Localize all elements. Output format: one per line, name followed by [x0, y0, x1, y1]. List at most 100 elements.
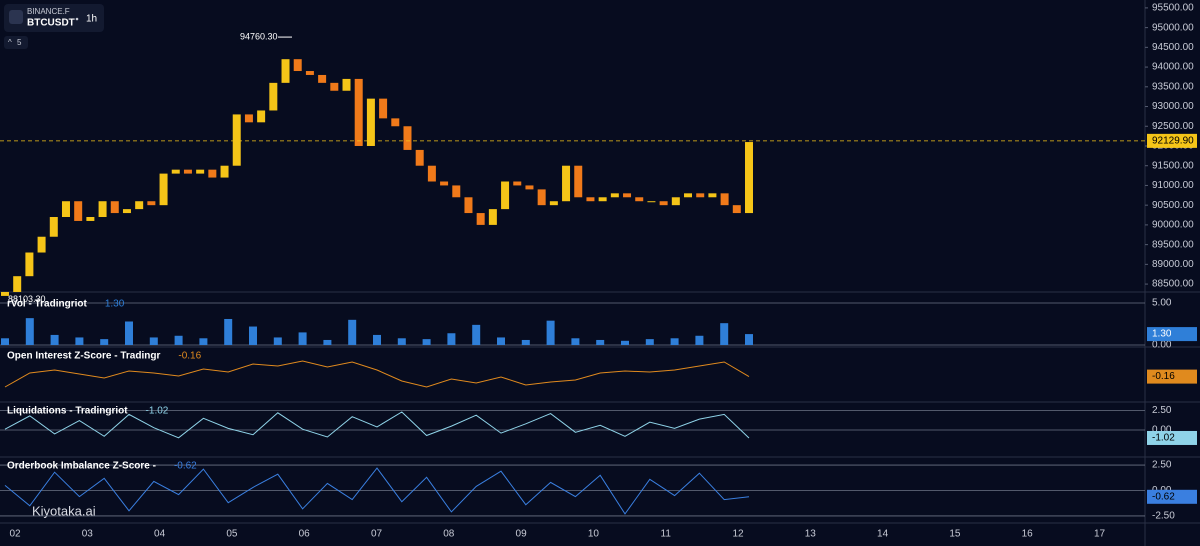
- x-tick-label: 13: [805, 529, 817, 540]
- candle: [659, 201, 668, 206]
- pane-title[interactable]: rVol - Tradingriot: [7, 299, 87, 310]
- bar: [323, 339, 332, 345]
- candle: [610, 193, 619, 198]
- bar: [745, 334, 753, 345]
- candle: [183, 169, 192, 174]
- candle: [147, 201, 156, 206]
- value-badge-label: -1.02: [1152, 433, 1175, 444]
- candle: [257, 110, 266, 123]
- bar: [521, 339, 530, 345]
- x-tick-label: 02: [9, 529, 21, 540]
- candle: [49, 217, 58, 237]
- y-tick-label: 94500.00: [1152, 42, 1194, 53]
- x-tick-label: 04: [154, 529, 166, 540]
- y-tick-label: 93500.00: [1152, 81, 1194, 92]
- candle: [732, 205, 741, 214]
- candle: [171, 169, 180, 174]
- value-badge-label: 1.30: [1152, 329, 1172, 340]
- x-tick-label: 06: [299, 529, 311, 540]
- candle: [671, 197, 680, 206]
- bar: [224, 318, 233, 345]
- bar: [1, 338, 9, 345]
- bar: [50, 334, 59, 345]
- candle: [1, 291, 9, 296]
- bar: [273, 337, 282, 345]
- x-tick-label: 16: [1022, 529, 1034, 540]
- pane-title[interactable]: Open Interest Z-Score - Tradingr: [7, 351, 160, 362]
- pane-value: -1.02: [146, 406, 169, 417]
- bar: [199, 338, 208, 345]
- x-tick-label: 15: [949, 529, 961, 540]
- x-tick-label: 12: [732, 529, 744, 540]
- bar: [497, 337, 505, 345]
- bar: [149, 337, 158, 345]
- indicator-count: 5: [17, 38, 22, 47]
- candle: [708, 193, 717, 198]
- candle: [196, 169, 205, 174]
- y-tick-label: 0.00: [1152, 340, 1172, 351]
- x-tick-label: 11: [661, 529, 672, 540]
- candle: [281, 59, 290, 83]
- candle: [379, 98, 388, 119]
- y-tick-label: 2.50: [1152, 460, 1172, 471]
- toggle-bg: [4, 36, 28, 49]
- series-line: [4, 360, 750, 388]
- candle: [13, 276, 22, 292]
- high-marker-bg: [236, 31, 278, 44]
- y-tick-label: 95500.00: [1152, 3, 1194, 14]
- candle: [391, 118, 400, 127]
- candle: [61, 201, 70, 218]
- candle: [623, 193, 632, 198]
- series-line: [4, 467, 750, 515]
- symbol: BTCUSDT: [27, 18, 75, 29]
- bar: [373, 334, 381, 345]
- bar: [422, 339, 431, 345]
- x-tick-label: 10: [588, 529, 600, 540]
- candle: [305, 71, 314, 75]
- candle: [110, 201, 119, 214]
- pane-value: 1.30: [105, 299, 125, 310]
- bar: [174, 335, 183, 345]
- candle: [562, 165, 571, 202]
- candle: [318, 74, 327, 83]
- candle: [244, 114, 253, 123]
- bar: [670, 338, 679, 345]
- candle: [427, 165, 436, 182]
- exchange: BINANCE.F: [27, 7, 70, 16]
- y-tick-label: 2.50: [1152, 405, 1172, 416]
- value-badge: [1147, 327, 1197, 342]
- price-badge: [1147, 133, 1197, 148]
- candle: [574, 165, 583, 198]
- symbol-box[interactable]: BINANCE.F BTCUSDT 1h: [4, 4, 104, 32]
- candle: [25, 252, 34, 277]
- candle: [745, 142, 753, 214]
- candle: [159, 173, 168, 206]
- y-tick-label: 88500.00: [1152, 279, 1194, 290]
- dot: [75, 17, 79, 21]
- candle: [415, 149, 424, 166]
- bar: [75, 337, 84, 345]
- value-badge: [1147, 489, 1197, 504]
- bar: [348, 319, 357, 345]
- bar: [596, 339, 605, 345]
- pane-title[interactable]: Liquidations - Tradingriot: [7, 406, 128, 417]
- candle: [366, 98, 375, 146]
- candle: [598, 197, 607, 202]
- interval: 1h: [86, 14, 97, 25]
- y-tick-label: 89000.00: [1152, 259, 1194, 270]
- pane-title[interactable]: Orderbook Imbalance Z-Score -: [7, 461, 156, 472]
- y-tick-label: -2.50: [1152, 511, 1175, 522]
- candle: [452, 185, 461, 198]
- value-badge-label: -0.16: [1152, 371, 1175, 382]
- pane-value: -0.62: [174, 461, 197, 472]
- y-tick-label: 92500.00: [1152, 121, 1194, 132]
- candle: [354, 78, 363, 146]
- candle: [513, 181, 522, 186]
- symbol-box-bg: [4, 4, 104, 32]
- indicator-toggle[interactable]: ^ 5: [4, 36, 28, 49]
- y-tick-label: 5.00: [1152, 298, 1172, 309]
- bar: [249, 326, 257, 345]
- y-tick-label: 94000.00: [1152, 62, 1194, 73]
